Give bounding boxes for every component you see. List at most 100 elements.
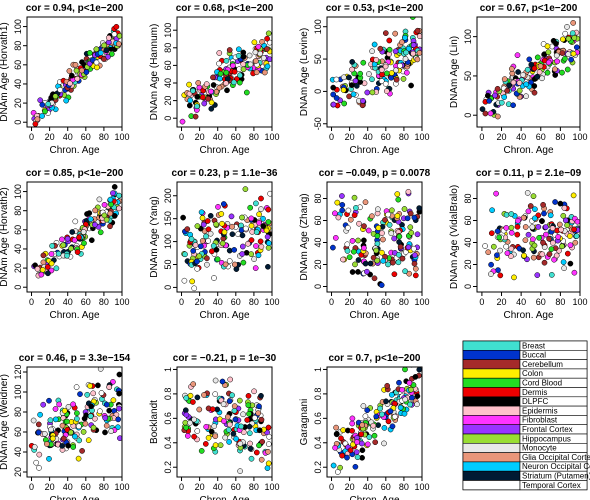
data-point (253, 69, 260, 76)
legend-label: Frontal Cortex (522, 425, 573, 434)
data-point (410, 50, 416, 57)
data-point (232, 416, 239, 423)
data-point (256, 403, 262, 410)
data-point (386, 222, 393, 228)
data-point (65, 442, 71, 449)
data-point (516, 87, 523, 94)
legend-swatch (462, 359, 521, 370)
legend-swatch (462, 368, 521, 379)
x-tick-label: 20 (195, 132, 205, 142)
data-point (349, 238, 356, 244)
data-point (379, 411, 385, 418)
data-point (36, 451, 43, 458)
data-point (562, 217, 569, 224)
legend-swatch (462, 461, 521, 472)
y-tick-label: 0 (13, 120, 23, 125)
plot-frame (26, 16, 123, 128)
data-point (90, 424, 97, 431)
data-point (396, 233, 403, 240)
y-tick-label: 0 (13, 285, 23, 290)
data-point (562, 30, 569, 37)
data-point (385, 418, 392, 425)
data-point (392, 30, 399, 37)
data-point (215, 204, 221, 210)
data-point (508, 66, 515, 72)
data-point (402, 56, 409, 62)
y-axis-label: DNAm Age (VidalBralo) (449, 185, 460, 289)
data-point (493, 190, 499, 197)
data-point (235, 52, 242, 59)
chart-panel-3: cor = 0.53, p<1e−200 0 20 40 60 80 100 -50 0 50 10… (299, 3, 430, 156)
data-point (231, 68, 238, 75)
data-point (531, 83, 538, 89)
data-point (213, 221, 219, 228)
data-point (255, 410, 262, 416)
data-point (490, 243, 497, 250)
data-point (116, 205, 122, 212)
data-point (554, 58, 561, 65)
data-point (265, 30, 272, 37)
data-point (523, 93, 529, 100)
data-point (330, 84, 337, 91)
data-point (217, 442, 224, 449)
y-tick-label: -50 (313, 117, 323, 130)
data-point (559, 69, 565, 76)
data-point (67, 80, 73, 87)
data-point (245, 240, 251, 247)
data-point (567, 233, 573, 239)
data-point (412, 272, 419, 279)
data-point (184, 226, 191, 232)
x-tick-label: 100 (414, 482, 429, 492)
data-point (96, 196, 103, 203)
data-point (46, 455, 52, 462)
data-point (110, 190, 116, 196)
data-point (239, 243, 246, 250)
x-tick-label: 100 (414, 132, 429, 142)
data-point (231, 247, 238, 253)
data-point (265, 441, 272, 447)
data-point (544, 69, 551, 76)
data-point (539, 218, 545, 224)
legend-label: Monocyte (522, 444, 557, 453)
data-point (349, 269, 356, 275)
data-point (535, 224, 542, 230)
data-point (183, 424, 189, 431)
x-tick-label: 0 (29, 132, 34, 142)
data-point (265, 448, 271, 455)
data-point (361, 223, 367, 229)
x-tick-label: 80 (249, 132, 259, 142)
data-point (92, 221, 98, 228)
data-point (87, 413, 94, 419)
data-point (373, 57, 380, 63)
data-point (265, 219, 272, 225)
data-point (400, 76, 407, 82)
data-point (371, 275, 378, 282)
data-point (406, 380, 413, 386)
data-point (101, 201, 108, 208)
data-point (182, 419, 189, 426)
x-tick-label: 60 (81, 482, 91, 492)
x-tick-label: 80 (555, 132, 565, 142)
y-axis-label: DNAm Age (Zhang) (299, 193, 310, 280)
chart-title: cor = −0.049, p = 0.0078 (319, 168, 431, 179)
x-tick-label: 100 (114, 132, 129, 142)
data-point (498, 99, 505, 106)
data-point (103, 401, 110, 408)
data-point (381, 425, 388, 431)
chart-panel-7: cor = −0.049, p = 0.0078 0 20 40 60 80 100 0 20 4… (299, 168, 431, 321)
data-point (257, 238, 264, 245)
data-point (534, 272, 541, 278)
data-point (97, 50, 104, 56)
data-point (72, 61, 79, 68)
data-point (79, 59, 85, 65)
data-point (192, 242, 199, 248)
data-point (31, 444, 38, 450)
data-point (487, 110, 494, 117)
data-point (346, 74, 352, 81)
data-point (504, 250, 511, 257)
x-tick-label: 100 (572, 297, 587, 307)
x-tick-label: 40 (63, 132, 73, 142)
data-point (108, 428, 114, 435)
data-point (553, 252, 560, 259)
y-axis-label: Bocklandt (149, 400, 160, 444)
